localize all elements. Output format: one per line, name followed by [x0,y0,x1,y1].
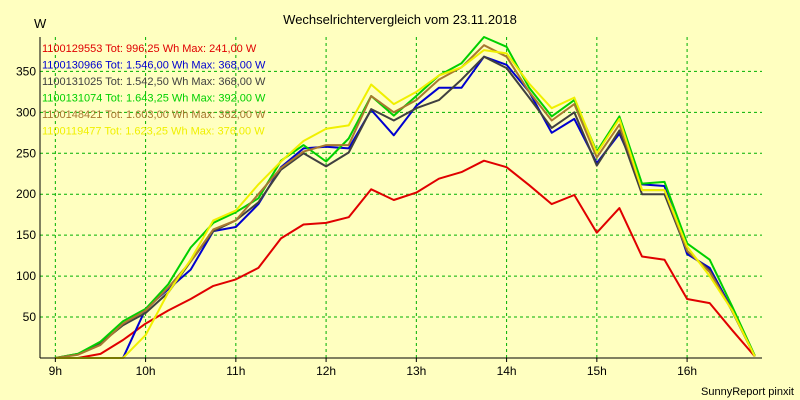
y-tick-label: 50 [23,310,37,324]
series-line-1100129553 [55,159,756,359]
y-tick-label: 150 [16,228,36,242]
x-tick-label: 14h [497,364,517,378]
legend-entry-1100148421: 1100148421 Tot: 1.603,00 Wh Max: 382,00 … [42,109,266,121]
legend: 1100129553 Tot: 996,25 Wh Max: 241,00 W 1… [42,43,266,138]
series-line-1100119477 [55,49,756,359]
x-tick-label: 11h [226,364,245,378]
y-tick-labels: 50 100 150 200 250 300 350 [16,64,36,324]
legend-entry-1100131025: 1100131025 Tot: 1.542,50 Wh Max: 368,00 … [42,76,266,88]
footer-credit: SunnyReport pinxit [701,386,794,398]
chart-title: Wechselrichtervergleich vom 23.11.2018 [283,12,517,27]
y-tick-label: 100 [16,269,36,283]
legend-entry-1100119477: 1100119477 Tot: 1.623,25 Wh Max: 376,00 … [42,126,265,138]
y-tick-label: 250 [16,146,36,160]
y-axis-unit: W [34,16,47,31]
y-tick-label: 300 [16,105,36,119]
axes [39,37,762,362]
y-tick-label: 350 [16,64,36,78]
y-tick-label: 200 [16,187,36,201]
x-tick-label: 9h [49,364,62,378]
x-tick-label: 16h [677,364,697,378]
series-lines [55,36,756,359]
legend-entry-1100130966: 1100130966 Tot: 1.546,00 Wh Max: 368,00 … [42,60,266,72]
x-tick-label: 13h [406,364,426,378]
legend-entry-1100129553: 1100129553 Tot: 996,25 Wh Max: 241,00 W [42,43,257,55]
x-tick-label: 15h [587,364,607,378]
grid [40,37,762,358]
x-tick-label: 10h [136,364,156,378]
x-tick-label: 12h [316,364,336,378]
x-tick-labels: 9h 10h 11h 12h 13h 14h 15h 16h [49,364,697,378]
legend-entry-1100131074: 1100131074 Tot: 1.643,25 Wh Max: 392,00 … [42,93,266,105]
